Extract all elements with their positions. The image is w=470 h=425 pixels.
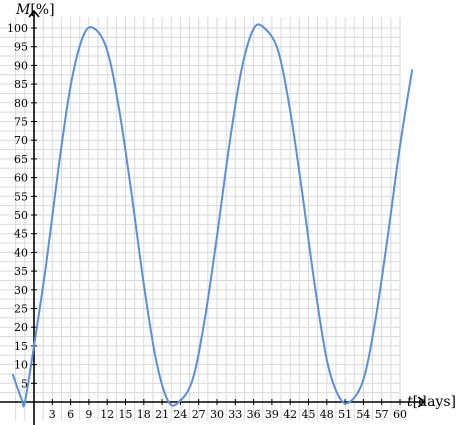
x-tick-label: 24	[173, 408, 187, 421]
x-axis-label: t[days]	[407, 394, 456, 410]
y-tick-label: 45	[14, 228, 28, 241]
y-tick-label: 85	[14, 78, 28, 91]
grid	[0, 17, 401, 421]
y-tick-label: 95	[14, 41, 28, 54]
axes	[0, 9, 426, 425]
y-tick-label: 10	[14, 359, 28, 372]
y-tick-label: 55	[14, 190, 28, 203]
x-tick-label: 3	[49, 408, 56, 421]
y-tick-label: 70	[14, 134, 28, 147]
x-tick-label: 54	[356, 408, 370, 421]
x-tick-label: 42	[283, 408, 297, 421]
x-tick-label: 27	[192, 408, 206, 421]
x-tick-label: 60	[393, 408, 407, 421]
series-line	[11, 23, 414, 408]
x-tick-label: 48	[320, 408, 334, 421]
y-tick-label: 60	[14, 172, 28, 185]
x-tick-label: 15	[119, 408, 133, 421]
x-axis-arrow	[417, 396, 426, 408]
y-tick-label: 80	[14, 97, 28, 110]
y-tick-label: 65	[14, 153, 28, 166]
y-tick-label: 75	[14, 116, 28, 129]
x-tick-label: 45	[302, 408, 316, 421]
x-tick-label: 39	[265, 408, 279, 421]
y-axis-label: M[%]	[15, 2, 55, 18]
x-tick-label: 18	[137, 408, 151, 421]
x-tick-label: 36	[247, 408, 261, 421]
x-tick-label: 51	[338, 408, 352, 421]
y-tick-label: 100	[7, 22, 28, 35]
y-tick-label: 50	[14, 209, 28, 222]
y-tick-label: 20	[14, 321, 28, 334]
y-tick-label: 15	[14, 340, 28, 353]
x-tick-label: 21	[155, 408, 169, 421]
y-tick-label: 5	[21, 377, 28, 390]
x-tick-label: 30	[210, 408, 224, 421]
x-tick-label: 6	[67, 408, 74, 421]
y-tick-label: 30	[14, 284, 28, 297]
y-tick-label: 90	[14, 59, 28, 72]
x-tick-label: 33	[228, 408, 242, 421]
y-tick-label: 35	[14, 265, 28, 278]
y-tick-label: 40	[14, 246, 28, 259]
plot-area	[11, 23, 414, 408]
x-tick-label: 57	[375, 408, 389, 421]
x-tick-label: 9	[85, 408, 92, 421]
ticks: 3 6 9 12 15 18 21 24 27 30 33 36 39 42 45 48 51 54 57 60510…	[7, 22, 407, 421]
y-tick-label: 25	[14, 303, 28, 316]
x-tick-label: 12	[100, 408, 114, 421]
y-axis-arrow	[28, 9, 40, 18]
